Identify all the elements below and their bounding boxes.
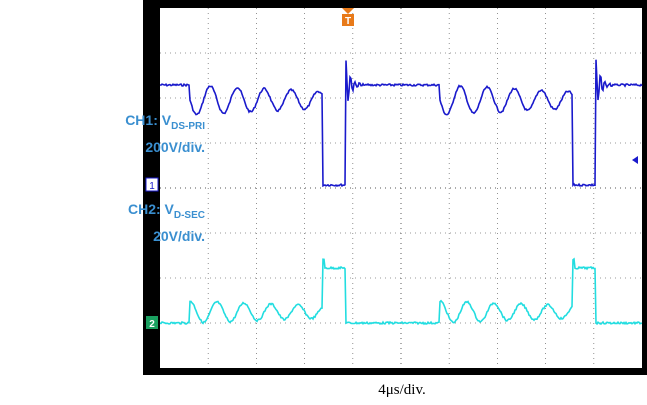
trigger-arrow <box>342 8 354 14</box>
ch2-waveform <box>159 257 643 326</box>
trigger-marker <box>342 14 354 26</box>
ch1-scale: 200V/div. <box>145 139 205 155</box>
trigger-label: T <box>345 16 351 27</box>
ch1-waveform <box>159 59 643 188</box>
ch1-marker-label: 1 <box>149 181 155 192</box>
time-scale: 4μs/div. <box>378 382 426 398</box>
ch1-label: CH1: VDS-PRI <box>125 112 205 132</box>
ch2-scale: 20V/div. <box>153 228 205 244</box>
ch1-marker <box>145 177 159 192</box>
level-marker <box>632 156 638 164</box>
ch2-marker <box>146 316 158 329</box>
ch2-marker-label: 2 <box>149 319 155 330</box>
ch2-label: CH2: VD-SEC <box>128 201 205 221</box>
